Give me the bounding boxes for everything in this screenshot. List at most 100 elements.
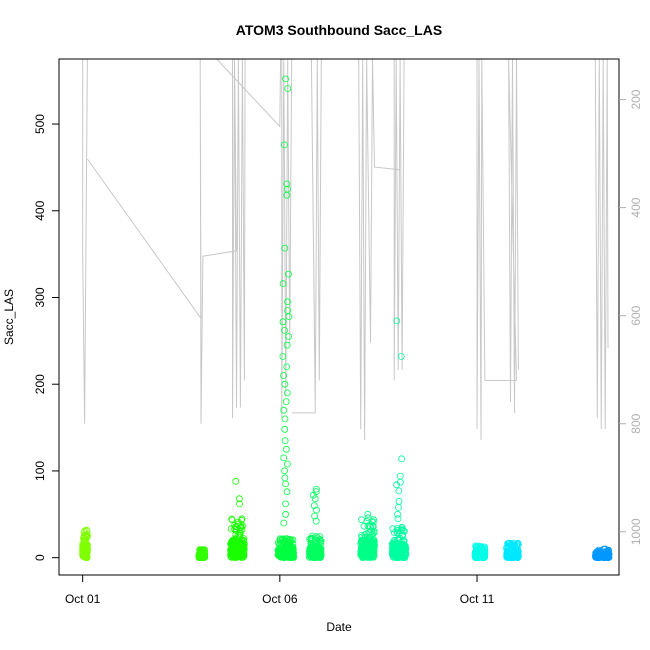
data-point	[369, 518, 377, 526]
data-point	[393, 317, 401, 325]
data-point	[283, 460, 291, 468]
data-point	[285, 313, 293, 321]
y-right-tick-label: 800	[629, 413, 643, 433]
data-point	[594, 549, 602, 557]
data-point	[401, 542, 409, 550]
data-point	[281, 437, 289, 445]
data-point	[395, 503, 402, 511]
data-point	[514, 553, 522, 560]
data-point	[398, 455, 406, 463]
data-point	[310, 502, 318, 510]
data-point	[311, 512, 319, 520]
data-point	[510, 542, 518, 550]
y-tick-label: 100	[33, 461, 47, 481]
data-point	[286, 536, 293, 544]
data-point	[281, 467, 289, 475]
data-point	[393, 545, 401, 553]
data-point	[285, 550, 293, 557]
series-cluster	[79, 526, 91, 561]
data-point	[280, 552, 288, 559]
altitude-trace-segment	[281, 59, 293, 419]
data-point	[395, 487, 403, 495]
altitude-trace-segment	[594, 59, 609, 430]
data-point	[310, 546, 318, 554]
data-point	[389, 544, 397, 552]
y-tick-label: 500	[33, 114, 47, 134]
data-point	[280, 406, 288, 414]
data-point	[280, 454, 288, 462]
data-point	[238, 516, 245, 524]
data-point	[314, 552, 322, 560]
series-cluster	[503, 539, 522, 561]
data-point	[311, 495, 319, 503]
y-right-tick-label: 1000	[629, 518, 643, 545]
data-point	[399, 532, 407, 540]
altitude-trace-segment	[216, 59, 282, 128]
altitude-trace-segment	[291, 59, 322, 414]
y-right-tick-label: 400	[629, 197, 643, 217]
x-axis-label: Date	[326, 620, 352, 634]
data-point	[283, 180, 291, 188]
data-point	[235, 550, 242, 558]
data-point	[285, 270, 292, 278]
series-cluster	[195, 546, 209, 561]
data-point	[308, 534, 315, 542]
data-point	[602, 551, 609, 558]
data-point	[281, 244, 289, 252]
y-right-tick-label: 200	[629, 89, 643, 109]
series-cluster	[357, 510, 378, 561]
data-point	[474, 544, 482, 552]
data-point	[316, 544, 324, 552]
data-point	[309, 491, 317, 499]
data-point	[313, 506, 320, 514]
data-point	[366, 529, 374, 536]
data-point	[282, 75, 290, 83]
data-point	[237, 522, 245, 529]
data-point	[288, 550, 296, 558]
data-point	[81, 543, 88, 551]
data-point	[368, 528, 376, 535]
y-axis: 0 100 200 300 400 500	[33, 114, 59, 561]
data-point	[369, 553, 377, 561]
data-point	[283, 363, 291, 371]
data-point	[473, 553, 481, 561]
data-point	[235, 495, 243, 503]
series-cluster	[592, 545, 613, 561]
data-point	[231, 551, 239, 559]
data-point	[505, 549, 512, 557]
data-point	[316, 536, 324, 544]
data-point	[284, 543, 292, 551]
data-point	[362, 533, 369, 541]
data-point	[366, 542, 374, 549]
series-cluster	[227, 477, 248, 561]
data-point	[198, 552, 206, 560]
data-point	[480, 552, 488, 560]
data-point	[317, 545, 325, 552]
data-point	[274, 546, 282, 553]
data-point	[368, 544, 376, 552]
plot-frame	[58, 58, 620, 576]
data-point	[369, 523, 377, 531]
y-tick-label: 400	[33, 200, 47, 220]
data-point	[281, 326, 288, 334]
data-point	[368, 518, 376, 525]
data-point	[312, 485, 320, 493]
y-tick-label: 0	[33, 554, 47, 561]
data-point	[280, 519, 288, 527]
data-point	[283, 389, 291, 397]
data-point	[358, 543, 365, 550]
data-point	[366, 553, 374, 561]
data-point	[279, 353, 287, 360]
data-point	[397, 353, 405, 360]
data-point	[283, 191, 291, 199]
data-point	[284, 85, 292, 92]
data-point	[513, 549, 521, 557]
y-axis-label: Sacc_LAS	[2, 289, 16, 345]
data-point	[236, 500, 243, 508]
data-point	[365, 548, 373, 556]
data-point	[316, 548, 324, 556]
data-point	[360, 549, 368, 556]
data-point	[283, 341, 291, 349]
data-point	[276, 552, 284, 559]
altitude-trace-segment	[393, 59, 405, 381]
